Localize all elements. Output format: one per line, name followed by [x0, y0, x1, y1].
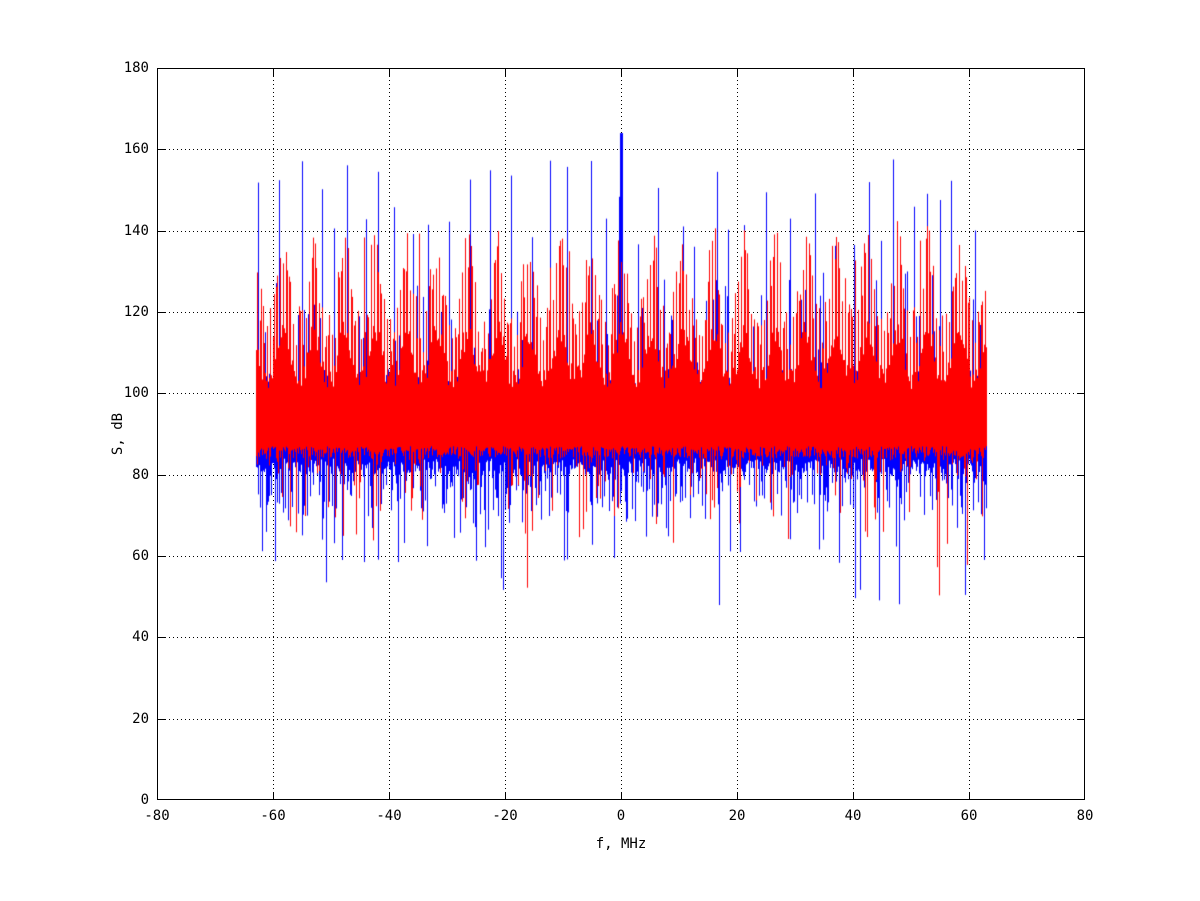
x-tick-label: -40 [376, 808, 402, 824]
x-tick-label: 0 [616, 808, 626, 824]
y-tick-label: 100 [123, 385, 149, 402]
y-tick-label: 160 [123, 141, 149, 158]
y-tick-label: 140 [123, 222, 149, 239]
x-tick-label: 40 [844, 808, 862, 824]
y-tick-label: 60 [132, 548, 149, 564]
y-tick-label: 80 [132, 466, 149, 483]
y-tick-label: 180 [123, 60, 149, 76]
y-tick-label: 120 [123, 304, 149, 320]
x-tick-label: -20 [492, 808, 518, 824]
x-tick-label: 80 [1076, 808, 1094, 824]
y-axis-label: S, dB [110, 412, 126, 456]
x-tick-label: -60 [260, 808, 286, 824]
plot-canvas [157, 68, 1085, 800]
x-axis-label: f, MHz [595, 836, 647, 852]
y-tick-label: 0 [140, 792, 149, 808]
x-tick-label: -80 [144, 808, 170, 824]
x-tick-label: 20 [728, 808, 746, 824]
y-tick-label: 40 [132, 629, 149, 646]
plot-area [157, 68, 1085, 800]
axes-frame [157, 68, 1085, 800]
y-tick-label: 20 [132, 710, 149, 727]
x-tick-label: 60 [960, 808, 978, 824]
